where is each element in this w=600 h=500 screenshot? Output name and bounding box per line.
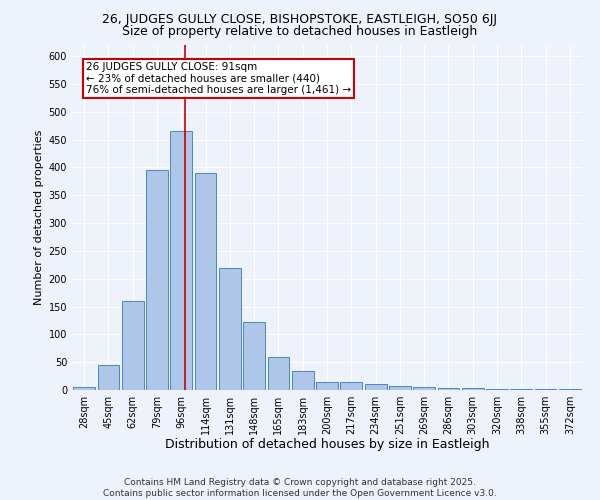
Bar — [146, 170, 168, 390]
Y-axis label: Number of detached properties: Number of detached properties — [34, 130, 44, 305]
Bar — [73, 387, 95, 390]
Bar — [292, 370, 314, 390]
Text: 26, JUDGES GULLY CLOSE, BISHOPSTOKE, EASTLEIGH, SO50 6JJ: 26, JUDGES GULLY CLOSE, BISHOPSTOKE, EAS… — [103, 12, 497, 26]
Bar — [389, 386, 411, 390]
Bar — [413, 387, 435, 390]
Bar — [462, 388, 484, 390]
Bar — [268, 356, 289, 390]
Bar — [194, 173, 217, 390]
Bar — [437, 388, 460, 390]
Bar — [340, 382, 362, 390]
Bar — [219, 268, 241, 390]
Bar — [122, 301, 143, 390]
Bar — [365, 384, 386, 390]
Bar — [97, 365, 119, 390]
Bar — [486, 389, 508, 390]
Bar — [170, 131, 192, 390]
Bar — [243, 322, 265, 390]
Text: 26 JUDGES GULLY CLOSE: 91sqm
← 23% of detached houses are smaller (440)
76% of s: 26 JUDGES GULLY CLOSE: 91sqm ← 23% of de… — [86, 62, 351, 95]
Text: Contains HM Land Registry data © Crown copyright and database right 2025.
Contai: Contains HM Land Registry data © Crown c… — [103, 478, 497, 498]
X-axis label: Distribution of detached houses by size in Eastleigh: Distribution of detached houses by size … — [165, 438, 489, 452]
Bar — [316, 382, 338, 390]
Text: Size of property relative to detached houses in Eastleigh: Size of property relative to detached ho… — [122, 25, 478, 38]
